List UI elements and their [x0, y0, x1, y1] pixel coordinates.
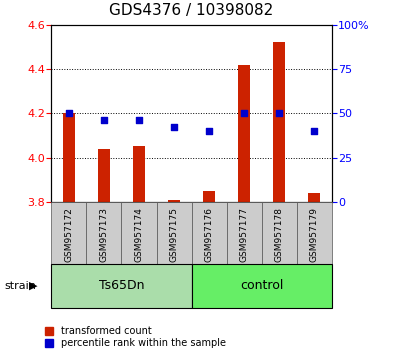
Point	[276, 110, 282, 116]
Text: GSM957175: GSM957175	[169, 207, 179, 262]
Point	[241, 110, 247, 116]
Bar	[238, 64, 250, 202]
Bar	[192, 264, 332, 308]
Legend: transformed count, percentile rank within the sample: transformed count, percentile rank withi…	[44, 325, 227, 349]
Text: ▶: ▶	[29, 281, 38, 291]
Text: GSM957172: GSM957172	[64, 207, 73, 262]
Bar	[192, 202, 227, 264]
Bar	[308, 193, 320, 202]
Bar	[297, 202, 332, 264]
Point	[206, 128, 212, 134]
Point	[311, 128, 318, 134]
Text: strain: strain	[4, 281, 36, 291]
Bar	[133, 147, 145, 202]
Bar	[168, 200, 180, 202]
Text: GSM957176: GSM957176	[205, 207, 214, 262]
Bar	[63, 113, 75, 202]
Bar	[227, 202, 261, 264]
Text: Ts65Dn: Ts65Dn	[99, 279, 144, 292]
Bar	[98, 149, 110, 202]
Text: GSM957178: GSM957178	[275, 207, 284, 262]
Point	[136, 118, 142, 123]
Point	[66, 110, 72, 116]
Text: control: control	[240, 279, 283, 292]
Bar	[273, 42, 285, 202]
Text: GSM957174: GSM957174	[134, 207, 143, 262]
Bar	[51, 202, 87, 264]
Bar	[261, 202, 297, 264]
Bar	[203, 191, 215, 202]
Bar	[87, 202, 122, 264]
Point	[171, 125, 177, 130]
Text: GSM957177: GSM957177	[240, 207, 249, 262]
Text: GDS4376 / 10398082: GDS4376 / 10398082	[109, 3, 274, 18]
Bar	[156, 202, 192, 264]
Text: GSM957173: GSM957173	[100, 207, 109, 262]
Point	[101, 118, 107, 123]
Bar	[51, 264, 192, 308]
Bar	[122, 202, 156, 264]
Text: GSM957179: GSM957179	[310, 207, 319, 262]
